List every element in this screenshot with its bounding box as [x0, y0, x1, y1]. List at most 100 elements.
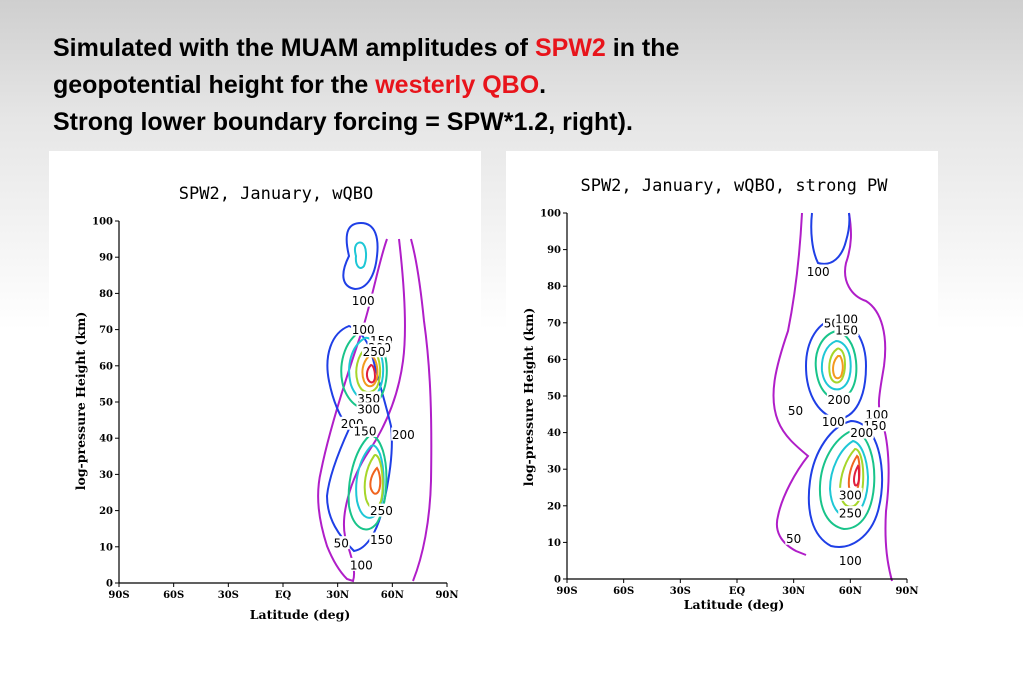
x-tick-label: 60N [839, 586, 862, 597]
contour-200 [820, 339, 852, 391]
x-tick-label: 90N [895, 586, 918, 597]
contour-100 [325, 324, 393, 553]
contour-100 [810, 212, 851, 265]
title-highlight-qbo: westerly QBO [375, 71, 540, 99]
x-tick-label: 60S [163, 590, 184, 601]
contour-label: 250 [363, 345, 386, 359]
contour-200 [353, 241, 368, 269]
contour-label-bg [785, 531, 803, 545]
axes: 0 10 20 30 40 50 60 70 80 90 100 90S 60S 30S EQ 30N 60N 9… [540, 209, 918, 598]
y-tick-label: 40 [547, 428, 561, 439]
contour-150 [347, 434, 388, 531]
chart-title: SPW2, January, wQBO [179, 184, 373, 204]
x-tick-label: 90N [435, 590, 458, 601]
contour-250 [363, 454, 384, 510]
x-tick-label: 30N [326, 590, 349, 601]
y-tick-label: 10 [99, 542, 113, 553]
y-tick-label: 40 [99, 434, 113, 445]
contour-labels: 1001001502002503503002001502002501505010… [332, 293, 416, 572]
title-highlight-spw2: SPW2 [534, 34, 606, 62]
y-axis-label: log-pressure Height (km) [521, 308, 536, 487]
contour-150 [818, 430, 876, 531]
contour-label-bg [834, 323, 859, 337]
contour-label-bg [356, 402, 381, 416]
contour-label-bg [806, 264, 831, 278]
contour-label-bg [838, 487, 863, 501]
title-line-1: Simulated with the MUAM amplitudes of SP… [53, 30, 993, 67]
x-tick-label: 30S [218, 590, 239, 601]
y-tick-label: 80 [99, 289, 113, 300]
contour-50 [844, 212, 893, 582]
y-tick-label: 20 [99, 506, 113, 517]
contour-label: 250 [839, 507, 862, 521]
contour-label-bg [391, 427, 416, 441]
contour-label: 150 [370, 533, 393, 547]
title-text: geopotential height for the [53, 71, 376, 99]
contour-250 [828, 347, 846, 384]
contour-label-bg [826, 392, 852, 406]
contour-label: 200 [828, 393, 851, 407]
contour-label-bg [838, 553, 863, 567]
contour-label: 300 [357, 403, 380, 417]
contour-label: 100 [807, 265, 830, 279]
x-axis-label: Latitude (deg) [684, 597, 785, 612]
y-tick-label: 20 [547, 501, 561, 512]
y-tick-label: 50 [99, 398, 113, 409]
x-tick-label: 60S [613, 586, 634, 597]
contour-250 [838, 447, 865, 508]
y-tick-label: 0 [554, 575, 561, 586]
title-line-3: Strong lower boundary forcing = SPW*1.2,… [53, 108, 633, 136]
contour-300 [853, 464, 861, 487]
x-tick-label: 90S [556, 586, 577, 597]
x-tick-label: 60N [381, 590, 404, 601]
y-tick-label: 90 [99, 253, 113, 264]
contour-label-bg [838, 506, 863, 520]
contour-label-bg [864, 407, 889, 421]
contour-label: 50 [334, 537, 349, 551]
y-axis-label: log-pressure Height (km) [73, 312, 88, 491]
contour-chart-left: SPW2, January, wQBO 0 10 20 30 40 50 60 70 80 90 [73, 184, 459, 622]
contour-label: 150 [354, 424, 377, 438]
contour-label-bg [787, 403, 804, 417]
contour-label-bg [821, 414, 846, 428]
contour-label: 150 [835, 324, 858, 338]
contour-label: 250 [370, 504, 393, 518]
title-text: in the [605, 34, 680, 62]
contour-300 [832, 355, 844, 380]
contour-label-bg [349, 557, 374, 571]
contour-chart-right: SPW2, January, wQBO, strong PW 0 10 20 30 40… [521, 176, 919, 612]
y-tick-label: 10 [547, 538, 561, 549]
contour-50 [772, 212, 810, 556]
y-tick-label: 30 [547, 465, 561, 476]
contour-label-bg [351, 293, 376, 307]
y-tick-label: 100 [540, 209, 561, 220]
contour-label-bg [356, 391, 381, 405]
y-tick-label: 90 [547, 245, 561, 256]
y-tick-label: 70 [99, 325, 113, 336]
contour-label-bg [834, 312, 859, 326]
axes: 0 10 20 30 40 50 60 70 80 90 100 90S 60S 30S EQ 30N 60N 9… [92, 217, 458, 602]
contour-label-bg [351, 322, 376, 336]
title-text: Simulated with the MUAM amplitudes of [53, 34, 535, 62]
x-tick-label: EQ [275, 590, 292, 601]
y-tick-label: 60 [547, 355, 561, 366]
contour-label-bg [369, 503, 394, 517]
contour-label: 50 [786, 532, 801, 546]
x-axis-label: Latitude (deg) [250, 607, 351, 622]
chart-panel-left: SPW2, January, wQBO 0 10 20 30 40 50 60 70 80 90 [49, 151, 481, 623]
contour-label: 100 [352, 294, 375, 308]
contour-label: 100 [822, 415, 845, 429]
y-tick-label: 30 [99, 470, 113, 481]
contour-label: 100 [352, 323, 375, 337]
y-tick-label: 60 [99, 361, 113, 372]
contour-label-bg [849, 425, 874, 439]
contour-label-bg [352, 423, 378, 437]
contour-label-bg [362, 344, 387, 358]
x-tick-label: 30N [782, 586, 805, 597]
contour-50 [410, 238, 433, 582]
contour-label-bg [369, 532, 394, 546]
x-tick-label: 90S [108, 590, 129, 601]
x-tick-label: EQ [729, 586, 746, 597]
contour-label-bg [332, 536, 350, 550]
